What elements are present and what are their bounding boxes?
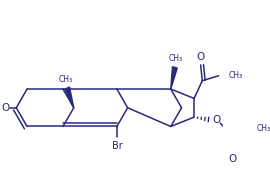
Text: CH₃: CH₃: [59, 75, 73, 84]
Polygon shape: [171, 67, 177, 89]
Text: Br: Br: [112, 141, 122, 151]
Text: O: O: [228, 154, 237, 164]
Text: O: O: [2, 103, 10, 113]
Polygon shape: [65, 87, 74, 108]
Text: O: O: [213, 115, 221, 125]
Text: CH₃: CH₃: [228, 71, 242, 80]
Text: O: O: [197, 52, 205, 62]
Text: CH₃: CH₃: [168, 54, 183, 63]
Text: CH₃: CH₃: [256, 125, 270, 133]
